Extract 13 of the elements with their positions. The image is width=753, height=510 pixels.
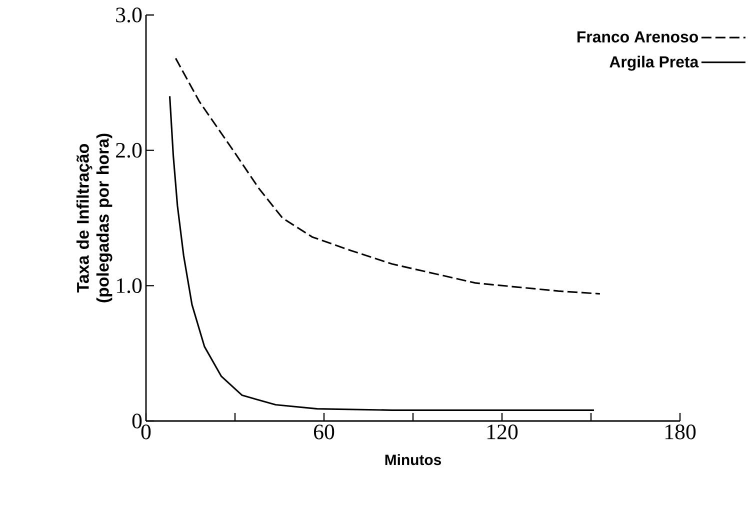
line-series [174, 58, 601, 295]
x-tick-label: 180 [665, 424, 696, 440]
y-tick-label: 0 [132, 414, 142, 428]
legend-label: Franco Arenoso [577, 31, 698, 42]
x-axis-title: Minutos [385, 454, 442, 466]
line-series [168, 95, 595, 411]
y-axis-title: Taxa de Infiltração (polegadas por hora) [76, 134, 112, 302]
y-tick-label: 1.0 [117, 278, 142, 294]
x-tick-label: 120 [487, 424, 518, 440]
y-tick-label: 2.0 [116, 142, 142, 158]
y-tick-label: 3.0 [116, 8, 142, 22]
x-tick-label: 60 [314, 424, 334, 440]
legend-label: Argila Preta [610, 56, 699, 71]
